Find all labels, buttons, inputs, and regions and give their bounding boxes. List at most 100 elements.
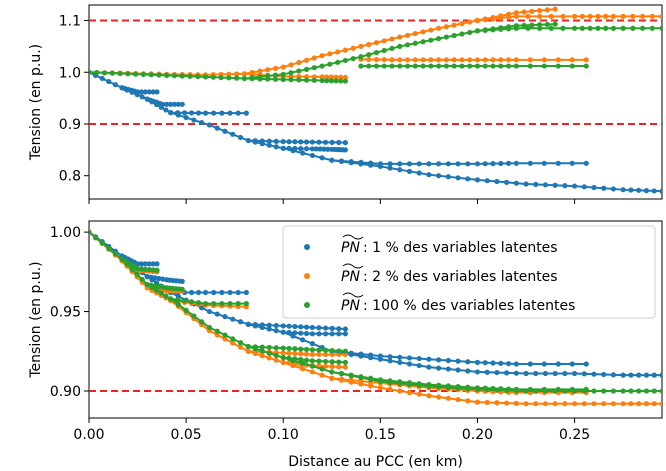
bottom-series-0-point xyxy=(490,360,496,366)
bottom-series-0-point xyxy=(523,370,529,377)
bottom-series-1-point xyxy=(259,353,265,359)
top-ytick-label: 0.9 xyxy=(59,117,81,133)
bottom-series-2-point xyxy=(542,388,549,394)
bottom-series-2-point xyxy=(342,348,348,354)
bottom-series-0-point xyxy=(465,359,471,365)
bottom-series-2-point xyxy=(134,266,141,272)
top-series-0-point xyxy=(426,172,432,178)
legend-label-0: : 1 % des variables latentes xyxy=(363,240,558,256)
top-series-0-point xyxy=(581,184,587,190)
bottom-series-2-point xyxy=(259,348,265,354)
top-series-1-point xyxy=(288,62,294,68)
top-series-1 xyxy=(89,6,662,81)
top-series-0-point xyxy=(342,140,348,146)
bottom-series-1-point xyxy=(252,350,258,357)
bottom-series-1-point xyxy=(484,399,490,406)
top-series-0-point xyxy=(397,167,403,173)
bottom-series-0-branch-4 xyxy=(248,323,346,335)
top-series-1-point xyxy=(548,13,554,19)
top-series-0-point xyxy=(513,180,519,186)
top-series-1-point xyxy=(381,38,387,44)
top-series-2-point xyxy=(659,25,662,31)
top-panel: 0.8 0.9 1.0 1.1 Tension (en p.u.) xyxy=(28,4,663,204)
top-series-0-point xyxy=(303,139,310,145)
top-series-0-point xyxy=(163,107,169,113)
bottom-series-2-point xyxy=(292,346,298,352)
top-series-1-point xyxy=(443,24,449,30)
bottom-series-0-point xyxy=(358,353,364,359)
bottom-series-2-point xyxy=(397,380,403,386)
bottom-y-axis-label: Tension (en p.u.) xyxy=(28,261,44,378)
top-series-0-branch-3 xyxy=(170,111,346,144)
bottom-series-1-point xyxy=(329,351,335,358)
top-series-0-point xyxy=(149,99,155,105)
bottom-series-0-point xyxy=(214,311,220,317)
bottom-series-0-point xyxy=(222,314,228,320)
bottom-series-0-point xyxy=(643,372,650,378)
top-series-1-point xyxy=(234,71,240,77)
top-series-1-point xyxy=(428,57,434,63)
top-series-1-point xyxy=(498,57,504,63)
bottom-series-0-point xyxy=(628,372,634,378)
top-series-1-point xyxy=(389,57,395,63)
bottom-series-0-point xyxy=(513,361,519,367)
top-series-0-point xyxy=(325,146,331,152)
top-series-0-point xyxy=(455,161,461,167)
top-series-0-point xyxy=(202,110,209,116)
top-series-0-point xyxy=(342,147,348,153)
top-series-0-point xyxy=(474,177,481,183)
top-series-0-point xyxy=(610,186,617,192)
top-series-0-point xyxy=(129,89,135,95)
top-series-2-point xyxy=(649,25,655,31)
top-series-1-point xyxy=(366,56,372,63)
top-series-2-point xyxy=(467,63,473,69)
top-series-0-point xyxy=(146,89,152,95)
bottom-series-0-point xyxy=(138,261,145,267)
bottom-series-2-point xyxy=(377,378,383,385)
bottom-series-2-point xyxy=(245,343,251,350)
top-series-1-point xyxy=(527,57,533,63)
bottom-series-2-point xyxy=(368,376,374,383)
bottom-series-1-point xyxy=(358,381,364,387)
bottom-series-1-point xyxy=(628,401,634,407)
bottom-series-0 xyxy=(89,229,662,378)
top-series-0-point xyxy=(154,89,160,95)
top-series-1-point xyxy=(537,13,543,19)
top-series-0-point xyxy=(280,138,286,145)
top-series-2-point xyxy=(94,69,100,76)
bottom-xtick-label: 0.05 xyxy=(171,427,202,443)
top-series-0-point xyxy=(150,89,156,95)
bottom-series-1-point xyxy=(273,357,279,363)
top-series-2-point xyxy=(513,25,519,31)
bottom-series-2-point xyxy=(199,319,205,325)
top-series-2-point xyxy=(389,45,395,52)
bottom-series-2-point xyxy=(227,301,233,307)
bottom-series-0-point xyxy=(252,323,258,329)
bottom-series-1-point xyxy=(329,375,335,381)
top-series-0-point xyxy=(273,138,279,144)
top-series-0-point xyxy=(142,89,148,95)
bottom-series-2-point xyxy=(188,299,195,305)
bottom-series-0-point xyxy=(206,308,213,315)
top-series-2-point xyxy=(397,43,403,49)
bottom-series-2-point xyxy=(581,388,587,394)
bottom-series-0-point xyxy=(286,323,292,329)
top-series-2-point xyxy=(436,36,442,42)
bottom-series-0-point xyxy=(303,330,310,337)
top-series-1-point xyxy=(482,57,488,63)
top-series-1-point xyxy=(537,7,543,14)
bottom-series-0-point xyxy=(406,355,413,361)
bottom-series-2-point xyxy=(99,240,105,246)
top-series-1-point xyxy=(333,74,339,80)
top-series-2-point xyxy=(358,63,364,69)
top-series-2-point xyxy=(280,76,286,83)
bottom-series-2-point xyxy=(129,266,135,272)
bottom-series-1-point xyxy=(474,399,481,405)
top-series-0-point xyxy=(636,187,642,193)
top-series-1-point xyxy=(521,9,527,15)
top-series-2-point xyxy=(428,37,434,43)
top-series-0-point xyxy=(329,139,335,146)
top-series-1-point xyxy=(451,57,457,63)
bottom-xtick-label: 0.25 xyxy=(559,427,590,443)
top-series-0-point xyxy=(316,139,322,145)
